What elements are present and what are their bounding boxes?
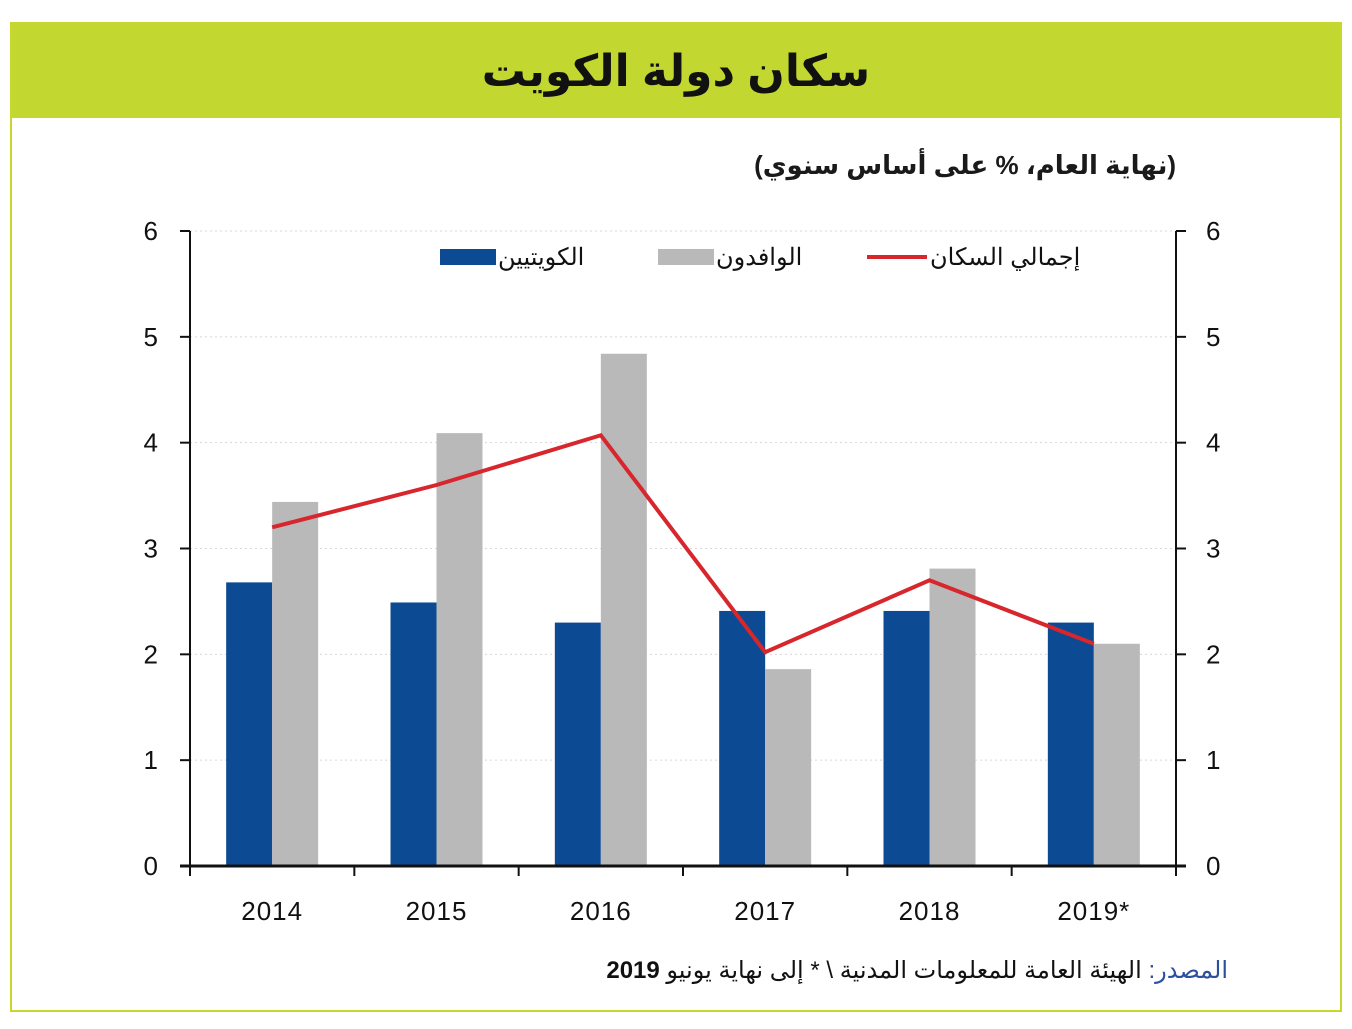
y-tick-label-left: 4 [144, 428, 158, 458]
source-label: المصدر: [1148, 957, 1228, 984]
y-tick-label-right: 6 [1206, 216, 1220, 246]
y-tick-label-left: 3 [144, 534, 158, 564]
chart-subtitle: (نهاية العام، % على أساس سنوي) [754, 150, 1176, 180]
legend-total-label: إجمالي السكان [930, 244, 1080, 271]
bar-expat [1093, 643, 1140, 866]
axes: 0 0 1 1 2 2 3 3 4 4 5 5 6 6 2014 2015 2016 2017 2018 2019* [144, 216, 1221, 926]
legend-kuwaitis-label: الكويتيين [498, 244, 584, 271]
bar-kuwaiti [390, 602, 437, 866]
bar-expat [765, 669, 812, 866]
bar-kuwaiti [1047, 622, 1094, 866]
total-population-line [271, 432, 1095, 655]
legend-expats-swatch [658, 249, 714, 265]
bar-expat [600, 353, 647, 866]
bar-expat [929, 568, 976, 866]
x-tick-label: 2017 [734, 896, 796, 926]
bar-kuwaiti [226, 582, 273, 866]
source-text: الهيئة العامة للمعلومات المدنية \ * إلى … [666, 957, 1142, 984]
y-tick-label-left: 0 [144, 851, 158, 881]
y-tick-label-right: 2 [1206, 639, 1220, 669]
legend: إجمالي السكان الوافدون الكويتيين [440, 244, 1080, 271]
x-tick-label: 2014 [241, 896, 303, 926]
grid-lines [190, 230, 1176, 761]
bar-kuwaiti [719, 610, 766, 866]
x-tick-label: 2015 [406, 896, 468, 926]
x-tick-label: 2016 [570, 896, 632, 926]
source-note: المصدر: الهيئة العامة للمعلومات المدنية … [606, 956, 1228, 985]
total-line [271, 432, 1095, 655]
y-tick-label-right: 3 [1206, 534, 1220, 564]
source-year: 2019 [606, 957, 660, 984]
legend-kuwaitis-swatch [440, 249, 496, 265]
bar-expat [436, 433, 483, 866]
y-tick-label-right: 5 [1206, 322, 1220, 352]
title-bar: سكان دولة الكويت [12, 24, 1340, 118]
bars [226, 353, 1140, 866]
legend-expats-label: الوافدون [716, 244, 802, 271]
y-tick-label-right: 1 [1206, 745, 1220, 775]
bar-kuwaiti [883, 610, 930, 866]
y-tick-label-left: 2 [144, 639, 158, 669]
bar-expat [272, 501, 319, 866]
y-tick-label-left: 6 [144, 216, 158, 246]
y-tick-label-right: 0 [1206, 851, 1220, 881]
y-tick-label-right: 4 [1206, 428, 1220, 458]
x-tick-label: 2018 [899, 896, 961, 926]
bar-kuwaiti [554, 622, 601, 866]
chart-title: سكان دولة الكويت [481, 46, 871, 96]
x-tick-label: 2019* [1057, 896, 1130, 926]
y-tick-label-left: 5 [144, 322, 158, 352]
y-tick-label-left: 1 [144, 745, 158, 775]
